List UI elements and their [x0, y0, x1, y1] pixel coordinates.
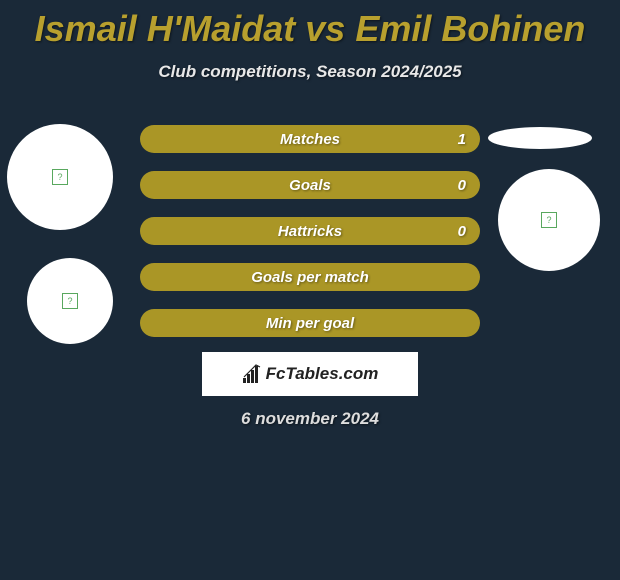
- stat-label: Min per goal: [266, 315, 354, 332]
- broken-image-icon: ?: [541, 212, 557, 228]
- team-logo-1: ?: [27, 258, 113, 344]
- stats-rows: Matches 1 Goals 0 Hattricks 0 Goals per …: [140, 125, 480, 355]
- fctables-logo[interactable]: FcTables.com: [202, 352, 418, 396]
- stat-row: Hattricks 0: [140, 217, 480, 245]
- player-avatar-1: ?: [7, 124, 113, 230]
- stat-label: Goals per match: [251, 269, 369, 286]
- stat-row: Goals 0: [140, 171, 480, 199]
- stat-label: Goals: [289, 177, 331, 194]
- date-label: 6 november 2024: [0, 409, 620, 429]
- broken-image-icon: ?: [62, 293, 78, 309]
- divider-ellipse: [488, 127, 592, 149]
- stat-value: 0: [458, 223, 466, 240]
- stat-row: Matches 1: [140, 125, 480, 153]
- stat-label: Hattricks: [278, 223, 342, 240]
- subtitle: Club competitions, Season 2024/2025: [0, 62, 620, 82]
- stat-label: Matches: [280, 131, 340, 148]
- page-title: Ismail H'Maidat vs Emil Bohinen: [0, 0, 620, 50]
- broken-image-icon: ?: [52, 169, 68, 185]
- logo-text: FcTables.com: [266, 364, 379, 384]
- stat-value: 0: [458, 177, 466, 194]
- stat-value: 1: [458, 131, 466, 148]
- stat-row: Goals per match: [140, 263, 480, 291]
- player-avatar-2: ?: [498, 169, 600, 271]
- stat-row: Min per goal: [140, 309, 480, 337]
- chart-icon: [242, 364, 262, 384]
